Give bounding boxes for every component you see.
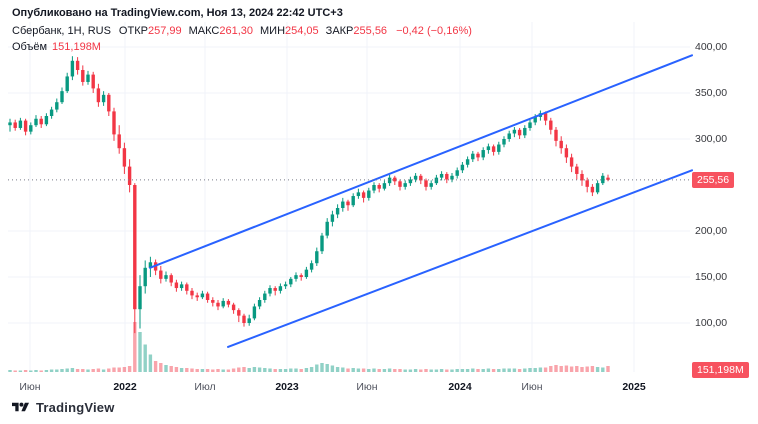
price-axis-label: 200,00: [695, 225, 728, 237]
time-axis-label: 2022: [113, 381, 137, 393]
time-axis-label: 2024: [448, 381, 472, 393]
ohlc-open: ОТКР257,99: [118, 25, 182, 37]
tradingview-footer[interactable]: TradingView: [12, 400, 115, 415]
ohlc-close: ЗАКР255,56: [325, 25, 388, 37]
tradingview-brand-text: TradingView: [36, 400, 115, 415]
time-axis-label: Июн: [356, 381, 378, 393]
time-axis-label: Июн: [19, 381, 41, 393]
tradingview-logo-icon: [12, 402, 29, 412]
price-axis-label: 300,00: [695, 133, 728, 145]
price-axis-label: 150,00: [695, 271, 728, 283]
volume-legend[interactable]: Объём 151,198М: [12, 41, 101, 53]
last-price-badge: 255,56: [692, 172, 735, 188]
price-axis-label: 400,00: [695, 41, 728, 53]
volume-value: 151,198М: [52, 41, 101, 53]
ohlc-low: МИН254,05: [260, 25, 319, 37]
symbol-title: Сбербанк, 1Н, RUS: [12, 25, 111, 37]
ohlc-high: МАКС261,30: [188, 25, 253, 37]
time-axis-label: 2025: [622, 381, 646, 393]
time-axis-label: Июн: [521, 381, 543, 393]
volume-badge: 151,198М: [692, 362, 749, 378]
price-change: −0,42 (−0,16%): [396, 25, 472, 37]
time-axis-label: 2023: [275, 381, 299, 393]
volume-label: Объём: [12, 41, 48, 53]
price-axis-label: 100,00: [695, 317, 728, 329]
price-axis-label: 350,00: [695, 87, 728, 99]
time-axis-label: Июл: [194, 381, 216, 393]
chart-legend[interactable]: Сбербанк, 1Н, RUS ОТКР257,99 МАКС261,30 …: [12, 25, 472, 37]
publish-header: Опубликовано на TradingView.com, Ноя 13,…: [12, 7, 343, 19]
